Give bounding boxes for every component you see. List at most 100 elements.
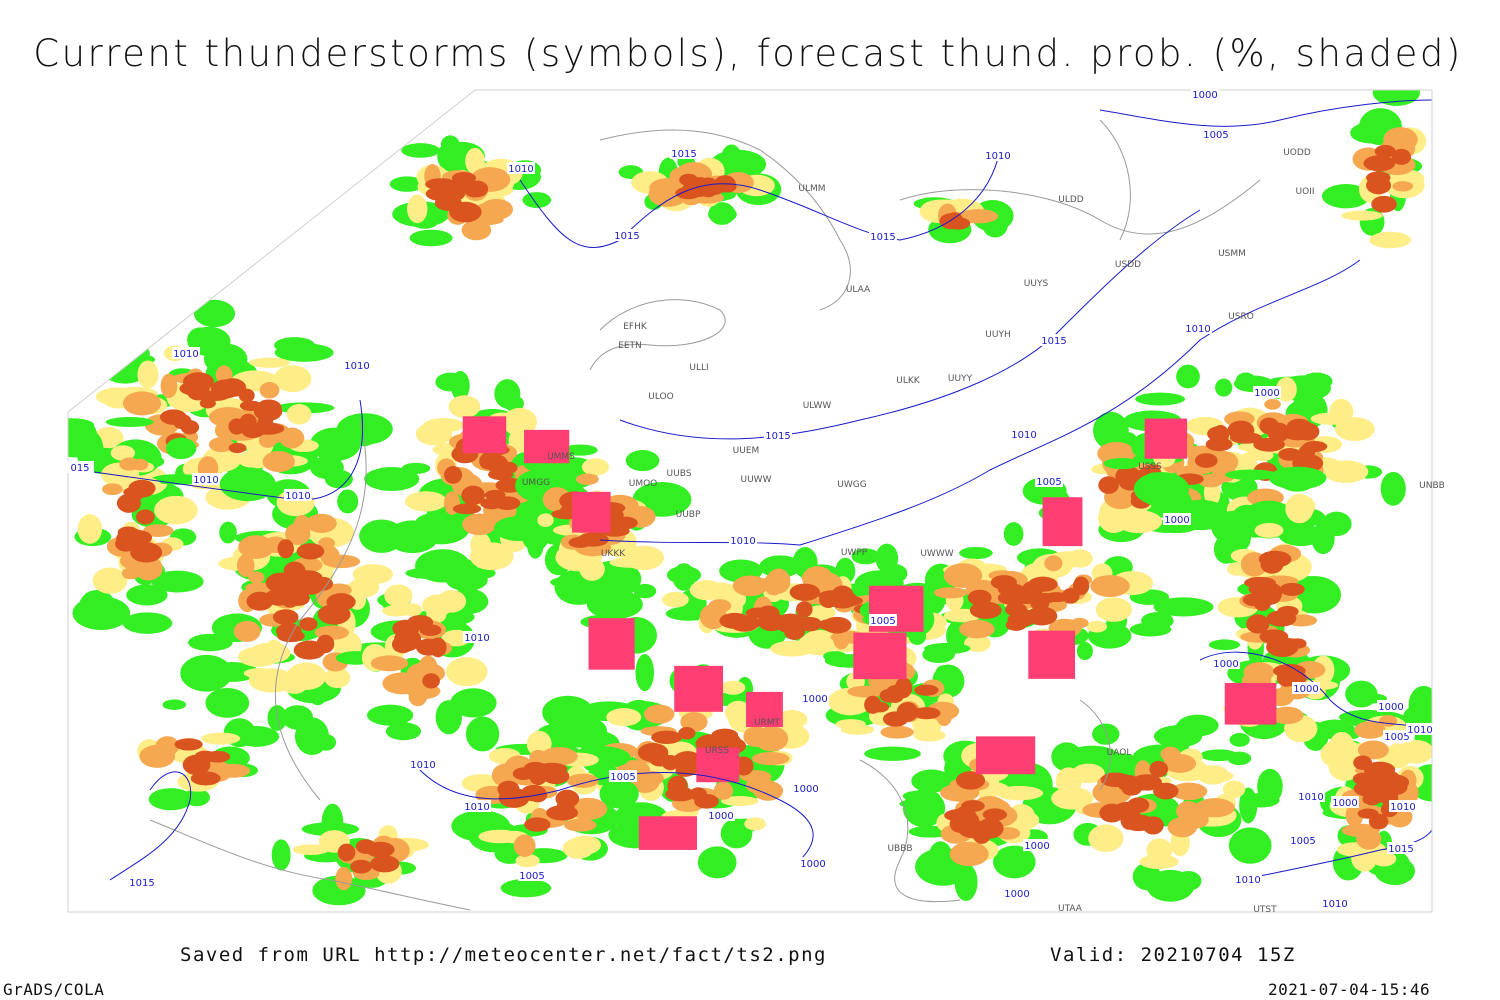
isobar-label-box: [343, 359, 371, 371]
shading-blob: [249, 642, 291, 664]
shading-blob: [661, 755, 680, 771]
isobar-label-box: [409, 758, 437, 770]
shading-blob: [286, 403, 312, 425]
isobar-label: 1005: [1384, 732, 1409, 743]
shading-blob: [274, 343, 334, 362]
isobar-label: 1000: [1192, 90, 1217, 101]
isobar-label-box: [764, 429, 792, 441]
shading-blob: [1103, 457, 1141, 470]
shading-blob: [1276, 377, 1297, 402]
isobar-label-box: [1212, 657, 1240, 669]
shading-blob: [465, 716, 500, 752]
isobar-label: 1005: [1203, 130, 1228, 141]
shading-blob: [319, 546, 340, 566]
shading-blob: [1329, 398, 1354, 425]
station-label: EETN: [618, 341, 642, 351]
shading-blob: [523, 761, 548, 776]
storm-symbol: [1042, 497, 1083, 547]
isobar-label: 1000: [1293, 684, 1318, 695]
shading-blob: [273, 365, 312, 393]
shading-blob: [324, 667, 351, 689]
shading-blob: [1099, 803, 1125, 823]
shading-blob: [1268, 466, 1327, 490]
shading-blob: [1384, 774, 1410, 790]
shading-blob: [1391, 148, 1412, 165]
shading-blob: [672, 563, 696, 591]
shading-blob: [540, 747, 578, 766]
shading-blob: [723, 733, 742, 753]
shading-blob: [725, 700, 752, 725]
shading-blob: [1243, 662, 1275, 683]
isobar-label-box: [518, 869, 546, 881]
software-credit: GrADS/COLA: [3, 980, 104, 999]
shading-blob: [720, 795, 759, 807]
shading-blob: [1311, 522, 1335, 555]
isobar-label-box: [869, 230, 897, 242]
shading-blob: [233, 620, 261, 642]
shading-blob: [805, 605, 836, 621]
shading-blob: [425, 186, 455, 201]
isobar-label-box: [1406, 723, 1434, 735]
shading-blob: [1345, 680, 1378, 708]
map-title: Current thunderstorms (symbols), forecas…: [33, 32, 1463, 75]
shading-blob: [469, 542, 514, 571]
shading-blob: [1095, 597, 1133, 622]
shading-blob: [188, 633, 233, 652]
shading-blob: [1007, 612, 1036, 627]
shading-blob: [445, 657, 488, 687]
coastline: [1099, 119, 1131, 241]
shading-blob: [568, 537, 592, 548]
shading-blob: [935, 665, 952, 680]
shading-blob: [1229, 733, 1250, 747]
shading-blob: [1374, 144, 1396, 158]
shading-blob: [689, 177, 711, 195]
shading-blob: [1088, 824, 1124, 853]
shading-blob: [1194, 453, 1218, 468]
shading-blob: [1357, 808, 1379, 819]
storm-symbol: [746, 691, 783, 727]
shading-blob: [623, 545, 665, 571]
isobar: [1199, 651, 1432, 731]
shading-blob: [1285, 493, 1314, 524]
shading-blob: [203, 343, 248, 375]
isobar-label: 1010: [464, 633, 489, 644]
shading-blob: [366, 704, 414, 726]
isobar-label: 1015: [1388, 844, 1413, 855]
shading-blob: [318, 537, 335, 550]
isobar-label: 1000: [708, 811, 733, 822]
shading-blob: [279, 670, 310, 694]
shading-blob: [1222, 780, 1246, 799]
shading-blob: [306, 513, 337, 533]
shading-blob: [1072, 576, 1090, 596]
shading-blob: [993, 845, 1036, 879]
shading-blob: [238, 388, 255, 403]
station-label: UUEM: [733, 446, 760, 456]
shading-blob: [239, 413, 257, 429]
coastline: [599, 129, 851, 311]
shading-blob: [568, 835, 602, 855]
isobar-label: 1000: [800, 859, 825, 870]
shading-blob: [667, 775, 688, 797]
storm-symbol: [1144, 418, 1188, 459]
shading-blob: [1153, 782, 1179, 800]
isobar: [1099, 99, 1432, 127]
shading-blob: [1090, 575, 1130, 598]
station-label: USSS: [1138, 462, 1162, 472]
shading-blob: [1300, 372, 1333, 391]
isobar: [619, 209, 1201, 440]
shading-blob: [959, 546, 993, 560]
isobar-label-box: [707, 809, 735, 821]
shading-blob: [912, 707, 941, 720]
shading-blob: [689, 787, 707, 801]
station-label: ULOO: [648, 392, 673, 402]
shading-blob: [1067, 549, 1093, 568]
shading-blob: [128, 482, 145, 501]
shading-blob: [1076, 641, 1093, 661]
map-frame: [67, 89, 1433, 913]
station-label: UWWW: [920, 549, 953, 559]
shading-blob: [732, 575, 769, 597]
isobar-label: 1010: [464, 802, 489, 813]
shading-blob: [461, 485, 486, 506]
isobar-label-box: [729, 534, 757, 546]
shading-blob: [678, 727, 696, 740]
